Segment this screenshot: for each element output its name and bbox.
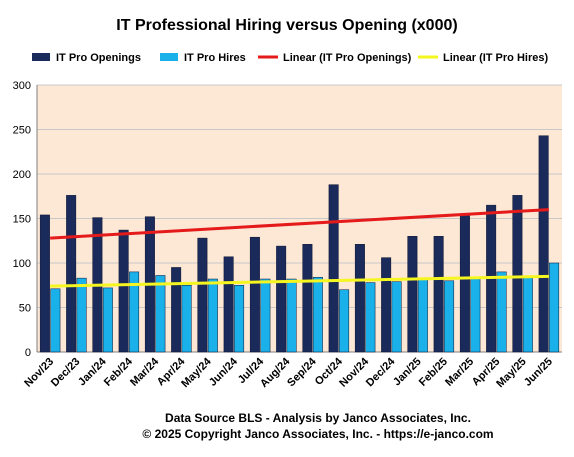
legend-label-openings: IT Pro Openings bbox=[56, 52, 141, 64]
x-tick-label: Mar/25 bbox=[443, 356, 476, 389]
bar-hires bbox=[129, 271, 140, 353]
bar-openings bbox=[381, 257, 392, 353]
bar-openings bbox=[276, 245, 287, 353]
bar-openings bbox=[433, 236, 444, 353]
x-tick-label: Jun/24 bbox=[207, 355, 241, 389]
bar-hires bbox=[181, 285, 192, 353]
bar-openings bbox=[66, 195, 77, 353]
bar-hires bbox=[444, 280, 455, 353]
y-tick-label: 100 bbox=[13, 258, 31, 270]
bar-openings bbox=[197, 237, 208, 353]
footer-source: Data Source BLS - Analysis by Janco Asso… bbox=[165, 411, 471, 425]
x-tick-label: Nov/23 bbox=[22, 356, 56, 390]
bar-openings bbox=[118, 229, 129, 353]
bar-hires bbox=[50, 288, 61, 353]
trendline-hires bbox=[50, 274, 549, 288]
bar-openings bbox=[407, 236, 418, 353]
y-tick-label: 200 bbox=[13, 169, 31, 181]
legend-swatch-openings bbox=[32, 53, 50, 61]
bar-hires bbox=[417, 278, 428, 353]
legend-label-hires: IT Pro Hires bbox=[184, 52, 246, 64]
bar-hires bbox=[339, 289, 350, 353]
y-tick-label: 250 bbox=[13, 125, 31, 137]
x-tick-label: Sep/24 bbox=[285, 355, 319, 389]
trendlines bbox=[50, 208, 549, 288]
bar-hires bbox=[234, 285, 245, 353]
bar-openings bbox=[171, 267, 182, 353]
y-tick-label: 150 bbox=[13, 214, 31, 226]
bar-hires bbox=[391, 281, 402, 353]
bar-hires bbox=[522, 276, 533, 353]
bar-hires bbox=[76, 277, 87, 353]
x-tick-label: Mar/24 bbox=[128, 355, 162, 389]
y-tick-label: 50 bbox=[19, 303, 31, 315]
y-tick-label: 300 bbox=[13, 80, 31, 92]
legend-swatch-hires bbox=[160, 53, 178, 61]
bar-hires bbox=[260, 278, 271, 353]
x-tick-label: Feb/25 bbox=[417, 356, 450, 389]
bar-openings bbox=[223, 256, 234, 353]
bar-hires bbox=[312, 276, 323, 353]
legend-label-trend-hires: Linear (IT Pro Hires) bbox=[443, 52, 548, 64]
bar-openings bbox=[249, 236, 260, 353]
bar-hires bbox=[155, 275, 166, 353]
bar-hires bbox=[470, 277, 481, 353]
y-tick-label: 0 bbox=[25, 347, 31, 359]
legend: IT Pro Openings IT Pro Hires Linear (IT … bbox=[32, 52, 548, 64]
x-tick-label: Dec/24 bbox=[364, 355, 398, 389]
bar-openings bbox=[39, 214, 50, 353]
bar-openings bbox=[354, 244, 365, 353]
bar-openings bbox=[302, 244, 313, 353]
bar-hires bbox=[365, 282, 376, 353]
legend-label-trend-openings: Linear (IT Pro Openings) bbox=[283, 52, 412, 64]
bar-hires bbox=[102, 287, 113, 353]
x-tick-label: May/25 bbox=[494, 356, 528, 390]
x-tick-label: Jun/25 bbox=[522, 356, 555, 389]
bar-openings bbox=[538, 135, 549, 353]
x-axis: Nov/23Dec/23Jan/24Feb/24Mar/24Apr/24May/… bbox=[22, 355, 555, 390]
footer-copyright: © 2025 Copyright Janco Associates, Inc. … bbox=[142, 427, 493, 441]
chart-title: IT Professional Hiring versus Opening (x… bbox=[116, 17, 457, 34]
bar-hires bbox=[207, 278, 218, 353]
bar-hires bbox=[496, 271, 507, 353]
bar-hires bbox=[549, 262, 560, 353]
trendline-openings bbox=[50, 208, 549, 240]
bar-openings bbox=[328, 184, 339, 353]
x-tick-label: Dec/23 bbox=[49, 356, 83, 390]
bar-hires bbox=[286, 278, 297, 353]
bar-openings bbox=[459, 214, 470, 353]
x-tick-label: May/24 bbox=[179, 355, 214, 390]
x-tick-label: Aug/24 bbox=[258, 355, 293, 390]
bar-openings bbox=[512, 195, 523, 353]
